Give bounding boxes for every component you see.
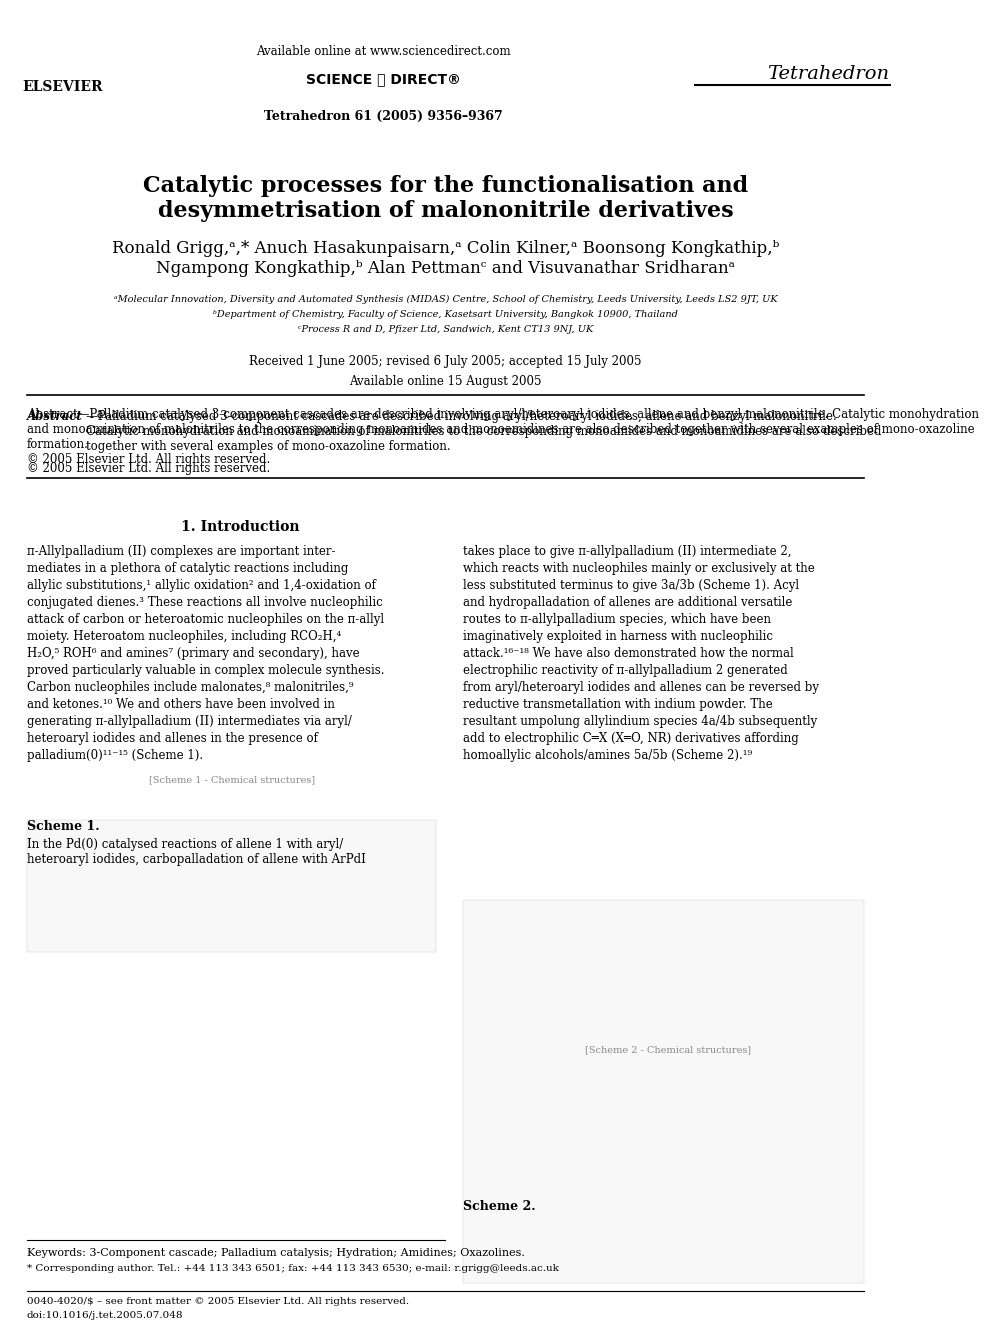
Text: Catalytic processes for the functionalisation and: Catalytic processes for the functionalis… — [143, 175, 748, 197]
Text: SCIENCE ⓓ DIRECT®: SCIENCE ⓓ DIRECT® — [306, 71, 460, 86]
Text: [Scheme 2 - Chemical structures]: [Scheme 2 - Chemical structures] — [585, 1045, 751, 1054]
Text: Abstract—Palladium catalysed 3-component cascades are described involving aryl/h: Abstract—Palladium catalysed 3-component… — [27, 407, 979, 466]
Text: * Corresponding author. Tel.: +44 113 343 6501; fax: +44 113 343 6530; e-mail: r: * Corresponding author. Tel.: +44 113 34… — [27, 1265, 558, 1274]
Text: Received 1 June 2005; revised 6 July 2005; accepted 15 July 2005: Received 1 June 2005; revised 6 July 200… — [249, 355, 642, 368]
Text: © 2005 Elsevier Ltd. All rights reserved.: © 2005 Elsevier Ltd. All rights reserved… — [27, 462, 270, 475]
Text: ELSEVIER: ELSEVIER — [22, 79, 102, 94]
Text: desymmetrisation of malononitrile derivatives: desymmetrisation of malononitrile deriva… — [158, 200, 733, 222]
Text: —Palladium catalysed 3-component cascades are described involving aryl/heteroary: —Palladium catalysed 3-component cascade… — [86, 410, 882, 452]
Text: Tetrahedron 61 (2005) 9356–9367: Tetrahedron 61 (2005) 9356–9367 — [264, 110, 502, 123]
Text: doi:10.1016/j.tet.2005.07.048: doi:10.1016/j.tet.2005.07.048 — [27, 1311, 184, 1320]
Text: 0040-4020/$ – see front matter © 2005 Elsevier Ltd. All rights reserved.: 0040-4020/$ – see front matter © 2005 El… — [27, 1298, 409, 1307]
Text: In the Pd(0) catalysed reactions of allene 1 with aryl/
heteroaryl iodides, carb: In the Pd(0) catalysed reactions of alle… — [27, 837, 366, 865]
Text: Keywords: 3-Component cascade; Palladium catalysis; Hydration; Amidines; Oxazoli: Keywords: 3-Component cascade; Palladium… — [27, 1248, 525, 1257]
Text: Ronald Grigg,ᵃ,* Anuch Hasakunpaisarn,ᵃ Colin Kilner,ᵃ Boonsong Kongkathip,ᵇ: Ronald Grigg,ᵃ,* Anuch Hasakunpaisarn,ᵃ … — [112, 239, 779, 257]
Text: ᶜProcess R and D, Pfizer Ltd, Sandwich, Kent CT13 9NJ, UK: ᶜProcess R and D, Pfizer Ltd, Sandwich, … — [298, 325, 593, 333]
Text: ᵇDepartment of Chemistry, Faculty of Science, Kasetsart University, Bangkok 1090: ᵇDepartment of Chemistry, Faculty of Sci… — [213, 310, 678, 319]
FancyBboxPatch shape — [463, 900, 864, 1283]
Text: Scheme 2.: Scheme 2. — [463, 1200, 536, 1212]
FancyBboxPatch shape — [27, 820, 436, 953]
Text: Available online 15 August 2005: Available online 15 August 2005 — [349, 374, 542, 388]
Text: Tetrahedron: Tetrahedron — [768, 65, 890, 83]
Text: takes place to give π-allylpalladium (II) intermediate 2,
which reacts with nucl: takes place to give π-allylpalladium (II… — [463, 545, 819, 762]
Text: [Scheme 1 - Chemical structures]: [Scheme 1 - Chemical structures] — [149, 775, 314, 785]
Text: Abstract: Abstract — [27, 410, 82, 423]
Text: π-Allylpalladium (II) complexes are important inter-
mediates in a plethora of c: π-Allylpalladium (II) complexes are impo… — [27, 545, 384, 762]
Text: Available online at www.sciencedirect.com: Available online at www.sciencedirect.co… — [256, 45, 510, 58]
Text: Scheme 1.: Scheme 1. — [27, 820, 99, 832]
Text: Ngampong Kongkathip,ᵇ Alan Pettmanᶜ and Visuvanathar Sridharanᵃ: Ngampong Kongkathip,ᵇ Alan Pettmanᶜ and … — [156, 259, 735, 277]
Text: ᵃMolecular Innovation, Diversity and Automated Synthesis (MIDAS) Centre, School : ᵃMolecular Innovation, Diversity and Aut… — [113, 295, 777, 304]
Text: 1. Introduction: 1. Introduction — [182, 520, 300, 533]
